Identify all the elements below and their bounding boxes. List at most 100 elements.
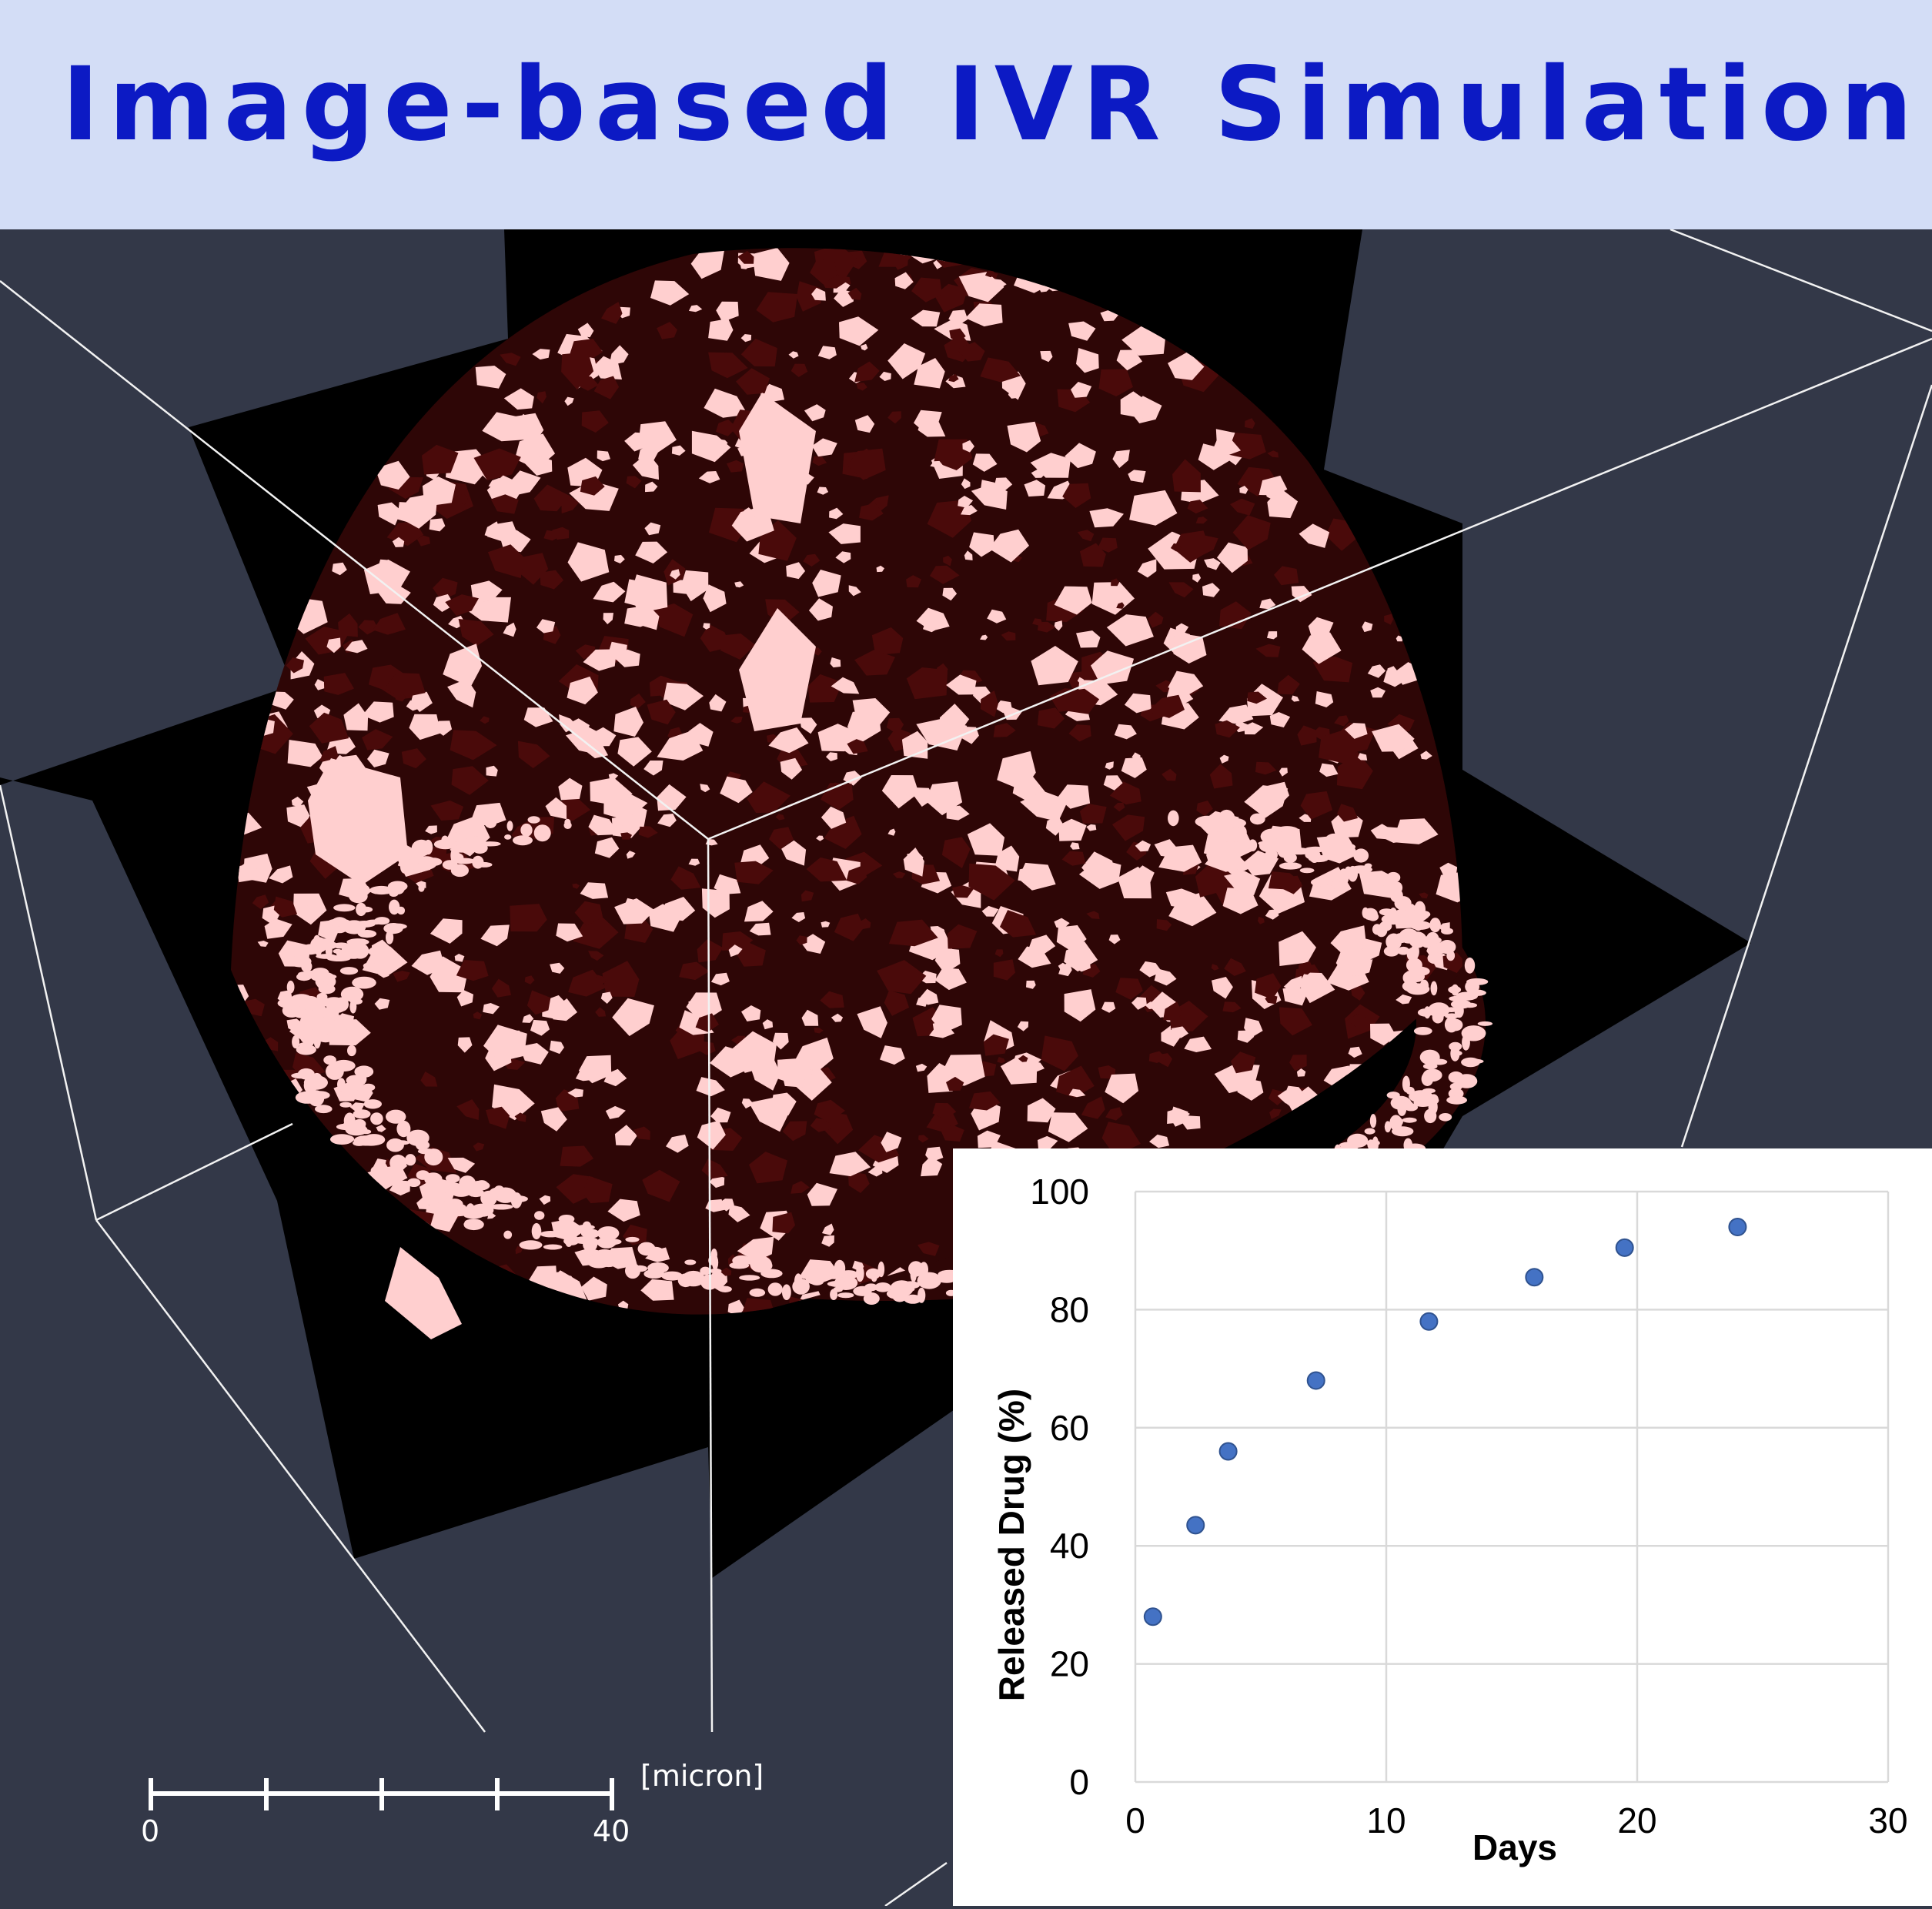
particle bbox=[613, 707, 643, 737]
particle bbox=[1017, 1021, 1029, 1031]
particle bbox=[904, 1294, 922, 1304]
particle bbox=[594, 837, 620, 858]
particle bbox=[1168, 810, 1179, 827]
particle bbox=[303, 1075, 328, 1090]
3d-viewport[interactable] bbox=[0, 229, 1932, 1906]
particle bbox=[1027, 934, 1056, 954]
particle bbox=[531, 1222, 542, 1240]
particle bbox=[930, 460, 944, 468]
particle bbox=[1113, 802, 1125, 812]
particle bbox=[375, 460, 410, 490]
particle bbox=[1237, 1030, 1255, 1043]
particle bbox=[871, 627, 904, 656]
particle bbox=[1086, 911, 1100, 919]
particle bbox=[1208, 822, 1224, 830]
particle bbox=[679, 961, 710, 981]
particle bbox=[1245, 418, 1255, 429]
particle bbox=[374, 998, 390, 1010]
particle bbox=[1383, 670, 1405, 687]
particle bbox=[295, 1091, 319, 1104]
scale-bar-max-label: 40 bbox=[593, 1814, 630, 1848]
particle bbox=[1230, 1051, 1256, 1074]
particle bbox=[640, 1279, 674, 1301]
particle bbox=[1190, 535, 1218, 557]
particle bbox=[1031, 646, 1078, 686]
particle bbox=[891, 1286, 908, 1302]
particle bbox=[556, 923, 583, 942]
particle bbox=[1168, 352, 1205, 380]
particle bbox=[1171, 1026, 1189, 1038]
data-point bbox=[1306, 1371, 1325, 1390]
particle bbox=[545, 797, 567, 820]
particle bbox=[1413, 1027, 1432, 1035]
particle bbox=[1175, 623, 1189, 634]
particle bbox=[1129, 490, 1178, 526]
particle bbox=[807, 1182, 837, 1206]
particle bbox=[580, 882, 609, 899]
particle bbox=[1337, 804, 1359, 822]
particle bbox=[1007, 421, 1041, 453]
particle bbox=[581, 410, 609, 433]
particle bbox=[1079, 543, 1106, 567]
particle bbox=[1335, 943, 1369, 979]
particle bbox=[1450, 999, 1472, 1009]
particle bbox=[489, 1204, 513, 1210]
particle bbox=[958, 272, 1004, 303]
particle bbox=[688, 723, 714, 747]
particle bbox=[1172, 459, 1201, 493]
x-tick-label: 30 bbox=[1868, 1800, 1907, 1840]
particle bbox=[997, 1057, 1005, 1064]
particle bbox=[788, 351, 799, 359]
particle bbox=[1134, 865, 1155, 884]
particle bbox=[971, 484, 1008, 510]
particle bbox=[409, 714, 441, 741]
particle bbox=[323, 1055, 336, 1065]
particle bbox=[888, 919, 938, 947]
particle bbox=[859, 503, 884, 521]
particle bbox=[696, 1077, 725, 1097]
particle bbox=[1196, 801, 1213, 817]
particle bbox=[1414, 901, 1426, 918]
particle bbox=[506, 413, 544, 443]
particle bbox=[647, 699, 676, 725]
particle bbox=[264, 918, 292, 939]
particle bbox=[831, 677, 860, 694]
particle bbox=[1232, 515, 1271, 550]
particle bbox=[643, 761, 663, 776]
particle bbox=[688, 305, 703, 313]
particle bbox=[906, 667, 948, 700]
particle bbox=[556, 1174, 594, 1204]
particle bbox=[1267, 488, 1299, 519]
particle bbox=[671, 445, 686, 456]
particle bbox=[740, 334, 752, 343]
particle bbox=[782, 1121, 807, 1142]
particle bbox=[333, 948, 343, 954]
particle bbox=[326, 1062, 344, 1080]
particle bbox=[605, 1105, 626, 1119]
particle bbox=[831, 1013, 844, 1022]
particle bbox=[1461, 1025, 1486, 1041]
particle bbox=[1334, 715, 1349, 727]
particle bbox=[475, 861, 493, 868]
particle bbox=[791, 912, 806, 922]
particle bbox=[346, 942, 353, 959]
particle bbox=[445, 1174, 460, 1183]
particle bbox=[287, 740, 323, 767]
particle bbox=[1450, 1045, 1460, 1061]
particle bbox=[416, 1170, 430, 1180]
x-tick-label: 20 bbox=[1617, 1800, 1656, 1840]
particle bbox=[363, 1099, 382, 1109]
particle bbox=[1346, 1014, 1369, 1028]
particle bbox=[708, 352, 748, 379]
particle bbox=[811, 287, 826, 301]
particle bbox=[756, 292, 798, 323]
particle bbox=[624, 898, 639, 909]
particle bbox=[567, 542, 610, 582]
particle bbox=[422, 444, 459, 475]
scale-bar bbox=[149, 1778, 614, 1810]
particle bbox=[644, 522, 661, 536]
particle bbox=[558, 1215, 575, 1224]
particle bbox=[917, 1242, 940, 1256]
particle bbox=[720, 634, 756, 660]
particle bbox=[1402, 1117, 1417, 1123]
